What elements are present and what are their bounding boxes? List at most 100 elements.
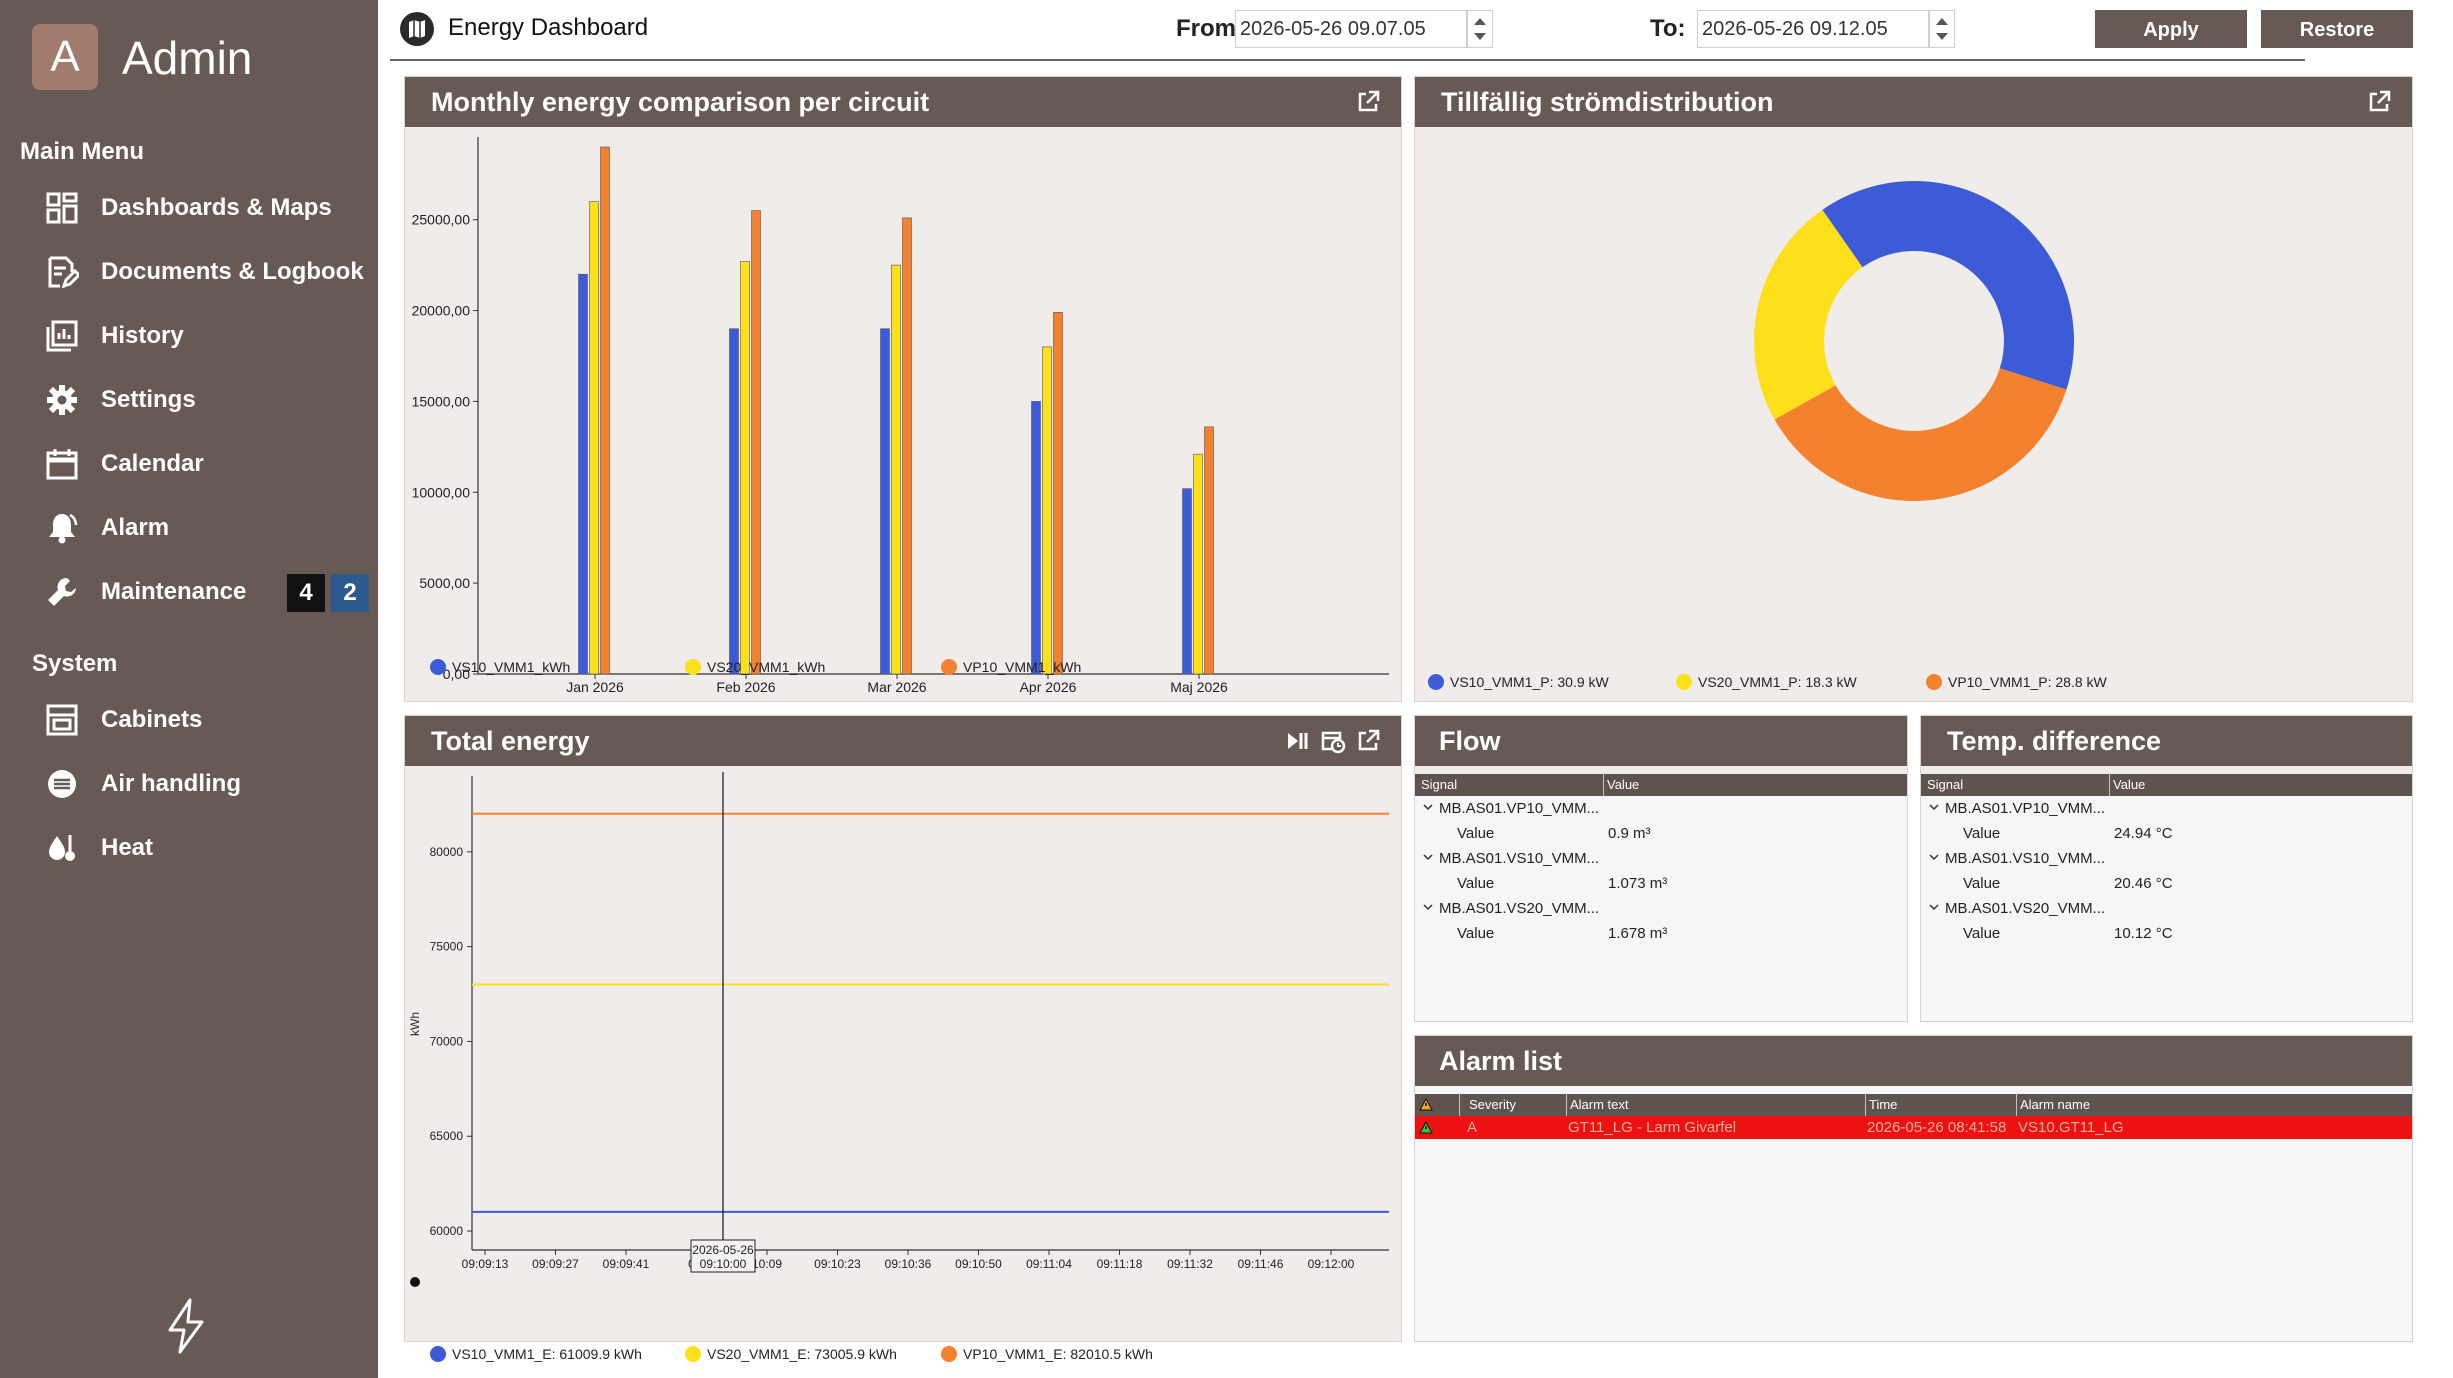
x-tick-label: Maj 2026 xyxy=(1170,679,1228,695)
bar[interactable] xyxy=(902,217,912,675)
table-row[interactable]: MB.AS01.VS20_VMM... xyxy=(1415,896,1907,921)
bolt-logo-icon xyxy=(168,1298,204,1354)
table-row[interactable]: MB.AS01.VS10_VMM... xyxy=(1415,846,1907,871)
panel-header: Monthly energy comparison per circuit xyxy=(405,77,1401,127)
open-external-icon[interactable] xyxy=(2366,89,2392,115)
flow-table-header: Signal Value xyxy=(1415,774,1907,796)
heat-icon xyxy=(44,830,80,866)
sidebar-item-maintenance[interactable]: Maintenance 4 2 xyxy=(0,564,378,620)
x-tick-label: 10:09 xyxy=(752,1257,782,1271)
bar[interactable] xyxy=(1042,346,1052,675)
legend-item[interactable]: VS20_VMM1_P: 18.3 kW xyxy=(1676,674,1857,690)
panel-body: Signal Value MB.AS01.VP10_VMM... Value 2… xyxy=(1921,766,2412,1021)
sidebar-item-settings[interactable]: Settings xyxy=(0,372,378,428)
to-spinner[interactable] xyxy=(1929,10,1955,48)
bar[interactable] xyxy=(740,261,750,675)
bar[interactable] xyxy=(880,328,890,675)
total-energy-line-chart: 60000 65000 70000 75000 80000 kWh 09:09:13 09:0… xyxy=(408,772,1389,1287)
bar[interactable] xyxy=(891,264,901,675)
legend-item[interactable]: VP10_VMM1_P: 28.8 kW xyxy=(1926,674,2107,690)
chevron-down-icon[interactable] xyxy=(1423,852,1433,862)
open-external-icon[interactable] xyxy=(1355,728,1381,754)
legend-item[interactable]: VS20_VMM1_E: 73005.9 kWh xyxy=(685,1346,897,1362)
legend-dot xyxy=(1676,674,1692,690)
sidebar-item-dashboards[interactable]: Dashboards & Maps xyxy=(0,180,378,236)
col-time[interactable]: Time xyxy=(1869,1097,1898,1112)
legend-dot xyxy=(430,659,446,675)
sidebar-item-alarm[interactable]: Alarm xyxy=(0,500,378,556)
bar[interactable] xyxy=(1204,426,1214,675)
table-row[interactable]: MB.AS01.VS10_VMM... xyxy=(1921,846,2412,871)
to-datetime-input[interactable] xyxy=(1697,10,1929,48)
col-alarm-text[interactable]: Alarm text xyxy=(1570,1097,1629,1112)
legend-item[interactable]: VS20_VMM1_kWh xyxy=(685,659,825,675)
alarm-name: VS10.GT11_LG xyxy=(2018,1119,2124,1136)
bar[interactable] xyxy=(1031,401,1041,675)
pie-slice[interactable] xyxy=(1822,181,2074,390)
panel-header: Alarm list xyxy=(1415,1036,2412,1086)
restore-button[interactable]: Restore xyxy=(2261,10,2413,48)
alarm-row[interactable]: A GT11_LG - Larm Givarfel 2026-05-26 08:… xyxy=(1415,1116,2412,1139)
temp-table-body: MB.AS01.VP10_VMM... Value 24.94 °C MB.AS… xyxy=(1921,796,2412,1021)
chevron-down-icon[interactable] xyxy=(1929,852,1939,862)
apply-button[interactable]: Apply xyxy=(2095,10,2247,48)
bar[interactable] xyxy=(589,201,599,675)
col-alarm-name[interactable]: Alarm name xyxy=(2020,1097,2091,1112)
total-energy-panel: Total energy 60000 65000 70000 75000 80000 kW… xyxy=(404,715,1402,1362)
legend-item[interactable]: VP10_VMM1_E: 82010.5 kWh xyxy=(941,1346,1153,1362)
legend-label: VS10_VMM1_E: 61009.9 kWh xyxy=(452,1346,642,1362)
bar[interactable] xyxy=(578,273,588,675)
avatar[interactable]: A xyxy=(32,24,98,90)
chevron-down-icon[interactable] xyxy=(1423,902,1433,912)
table-row[interactable]: MB.AS01.VP10_VMM... xyxy=(1921,796,2412,821)
sidebar-item-air-handling[interactable]: Air handling xyxy=(0,756,378,812)
col-severity[interactable]: Severity xyxy=(1469,1097,1516,1112)
bar[interactable] xyxy=(729,328,739,675)
calendar-clock-icon[interactable] xyxy=(1320,728,1346,754)
sidebar-item-cabinets[interactable]: Cabinets xyxy=(0,692,378,748)
legend-item[interactable]: VS10_VMM1_P: 30.9 kW xyxy=(1428,674,1609,690)
value-reading: 0.9 m³ xyxy=(1608,825,1651,842)
map-icon xyxy=(400,12,434,46)
from-spinner[interactable] xyxy=(1467,10,1493,48)
value-reading: 10.12 °C xyxy=(2114,925,2173,942)
chevron-down-icon[interactable] xyxy=(1423,802,1433,812)
value-label: Value xyxy=(1457,825,1495,842)
page-title: Energy Dashboard xyxy=(448,14,649,41)
x-tick-label: 09:12:00 xyxy=(1308,1257,1355,1271)
chart-marker-dot[interactable] xyxy=(410,1277,420,1287)
legend-item[interactable]: VP10_VMM1_kWh xyxy=(941,659,1081,675)
spin-up-icon[interactable] xyxy=(1474,18,1486,25)
bar[interactable] xyxy=(1193,453,1203,675)
chevron-down-icon[interactable] xyxy=(1929,802,1939,812)
spin-down-icon[interactable] xyxy=(1936,33,1948,40)
table-row[interactable]: MB.AS01.VS20_VMM... xyxy=(1921,896,2412,921)
bar[interactable] xyxy=(600,146,610,675)
pie-slice[interactable] xyxy=(1754,209,1863,420)
panel-header: Flow xyxy=(1415,716,1907,766)
monthly-energy-panel: Monthly energy comparison per circuit 0,… xyxy=(404,76,1402,702)
legend-item[interactable]: VS10_VMM1_kWh xyxy=(430,659,570,675)
sidebar-item-documents[interactable]: Documents & Logbook xyxy=(0,244,378,300)
spin-down-icon[interactable] xyxy=(1474,33,1486,40)
y-tick-label: 60000 xyxy=(430,1224,464,1238)
sidebar-item-calendar[interactable]: Calendar xyxy=(0,436,378,492)
bar[interactable] xyxy=(1182,488,1192,675)
x-tick-label: 09:11:32 xyxy=(1167,1257,1213,1271)
warning-icon xyxy=(1419,1098,1433,1111)
document-edit-icon xyxy=(44,254,80,290)
bar[interactable] xyxy=(751,210,761,675)
table-row[interactable]: MB.AS01.VP10_VMM... xyxy=(1415,796,1907,821)
sidebar-item-history[interactable]: History xyxy=(0,308,378,364)
open-external-icon[interactable] xyxy=(1355,89,1381,115)
y-tick-label: 80000 xyxy=(430,845,464,859)
fan-icon xyxy=(44,766,80,802)
bar[interactable] xyxy=(1053,312,1063,675)
pie-slice[interactable] xyxy=(1774,368,2067,502)
chevron-down-icon[interactable] xyxy=(1929,902,1939,912)
sidebar-item-heat[interactable]: Heat xyxy=(0,820,378,876)
play-pause-icon[interactable] xyxy=(1285,728,1311,754)
legend-item[interactable]: VS10_VMM1_E: 61009.9 kWh xyxy=(430,1346,642,1362)
spin-up-icon[interactable] xyxy=(1936,18,1948,25)
from-datetime-input[interactable] xyxy=(1235,10,1467,48)
